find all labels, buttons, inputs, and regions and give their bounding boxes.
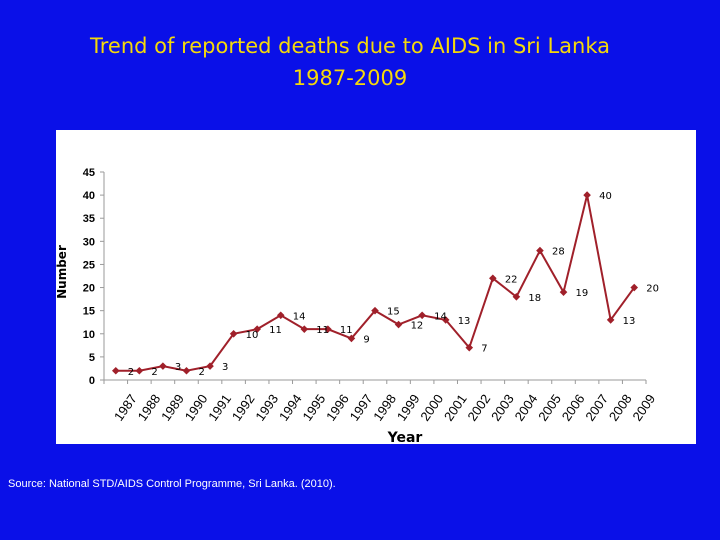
chart-title: Trend of reported deaths due to AIDS in … [0, 30, 700, 94]
data-point-marker [394, 320, 403, 329]
x-tick-label: 1994 [276, 391, 305, 423]
data-point-marker [276, 311, 285, 320]
data-point-marker [536, 246, 544, 255]
data-point-marker [135, 366, 144, 375]
y-tick-label: 10 [83, 329, 95, 341]
x-tick-label: 1987 [111, 391, 140, 423]
x-tick-label: 2002 [464, 391, 493, 423]
source-note: Source: National STD/AIDS Control Progra… [8, 478, 336, 490]
data-point-marker [253, 325, 261, 333]
data-label: 40 [599, 191, 612, 202]
data-label: 13 [458, 316, 471, 327]
y-tick-label: 35 [83, 213, 95, 225]
x-tick-label: 2006 [559, 391, 588, 423]
data-label: 19 [576, 288, 589, 299]
data-label: 9 [363, 334, 369, 345]
data-label: 14 [434, 311, 447, 322]
x-tick-label: 2000 [417, 391, 446, 423]
x-tick-label: 1999 [394, 391, 423, 423]
data-label: 3 [175, 362, 181, 373]
data-point-marker [347, 334, 356, 343]
data-point-marker [630, 283, 639, 292]
data-label: 11 [316, 325, 329, 336]
x-tick-label: 1988 [135, 391, 164, 423]
y-tick-label: 5 [89, 352, 95, 364]
data-point-marker [418, 311, 426, 320]
x-tick-label: 1996 [323, 391, 352, 423]
x-tick-label: 1989 [158, 391, 187, 423]
title-line-1: Trend of reported deaths due to AIDS in … [90, 34, 610, 58]
x-tick-label: 2004 [512, 391, 541, 423]
x-tick-label: 2008 [606, 391, 635, 423]
data-label: 7 [481, 344, 487, 355]
y-tick-label: 40 [83, 190, 95, 202]
data-point-marker [489, 274, 497, 283]
data-point-marker [159, 362, 167, 370]
x-tick-label: 1998 [370, 391, 399, 423]
y-tick-label: 20 [83, 283, 95, 295]
x-tick-label: 1991 [205, 391, 234, 423]
data-label: 20 [646, 284, 659, 295]
data-point-marker [441, 316, 450, 324]
data-label: 18 [528, 293, 541, 304]
data-label: 22 [505, 274, 518, 285]
y-tick-label: 15 [83, 306, 95, 318]
series-line [115, 194, 636, 372]
data-point-marker [512, 293, 521, 301]
x-tick-label: 1997 [347, 391, 376, 423]
y-tick-label: 30 [83, 236, 95, 248]
x-tick-label: 2009 [629, 391, 658, 423]
data-label: 2 [128, 367, 134, 378]
x-tick-label: 2007 [582, 391, 611, 423]
data-point-marker [182, 366, 191, 375]
y-tick-label: 45 [83, 167, 95, 179]
data-point-marker [206, 362, 214, 370]
data-label: 2 [198, 367, 204, 378]
data-label: 3 [222, 362, 228, 373]
y-tick-label: 0 [89, 375, 95, 387]
chart-panel: 0 5 10 15 20 25 30 35 40 45 1987 1988 1989 1990 1991 19… [56, 130, 696, 444]
data-point-marker [229, 329, 238, 338]
data-label: 2 [151, 367, 157, 378]
data-label: 10 [246, 330, 259, 341]
y-tick-label: 25 [83, 259, 95, 271]
data-point-marker [606, 316, 615, 324]
data-point-marker [559, 288, 568, 296]
data-point-marker [371, 306, 379, 315]
data-label: 11 [269, 325, 282, 336]
x-axis-title: Year [387, 430, 423, 444]
x-tick-label: 2001 [441, 391, 470, 423]
data-label: 11 [340, 325, 353, 336]
data-point-marker [465, 343, 474, 352]
x-tick-label: 2003 [488, 391, 517, 423]
x-tick-label: 1992 [229, 391, 258, 423]
data-label: 15 [387, 307, 400, 318]
x-tick-label: 1995 [299, 391, 328, 423]
data-label: 12 [411, 321, 424, 332]
x-tick-label: 1990 [182, 391, 211, 423]
title-line-2: 1987-2009 [292, 66, 408, 90]
x-tick-label: 2005 [535, 391, 564, 423]
x-tick-label: 1993 [252, 391, 281, 423]
data-point-marker [300, 325, 309, 333]
data-point-marker [324, 325, 332, 333]
data-point-marker [111, 366, 120, 375]
y-axis-title: Number [56, 245, 69, 299]
data-label: 28 [552, 247, 565, 258]
line-chart: 0510152025303540451987198819891990199119… [56, 167, 659, 444]
data-point-marker [583, 191, 591, 199]
data-label: 14 [293, 311, 306, 322]
data-label: 13 [623, 316, 636, 327]
